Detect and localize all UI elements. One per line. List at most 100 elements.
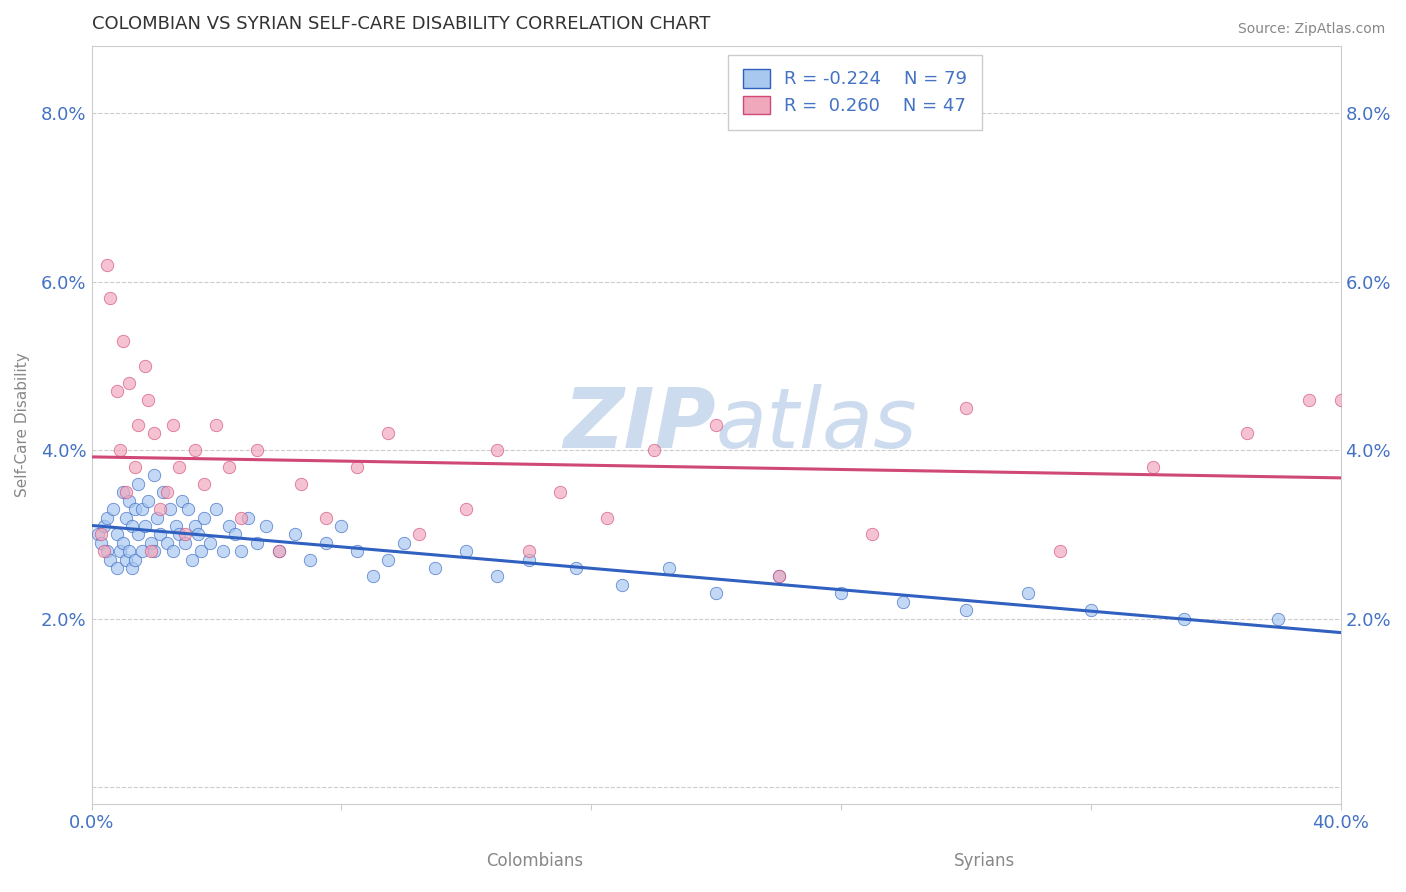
- Text: Source: ZipAtlas.com: Source: ZipAtlas.com: [1237, 22, 1385, 37]
- Point: [115, 552, 138, 566]
- Point: [1142, 459, 1164, 474]
- Point: [124, 552, 146, 566]
- Point: [124, 502, 146, 516]
- Point: [1080, 603, 1102, 617]
- Point: [108, 544, 131, 558]
- Point: [596, 510, 619, 524]
- Point: [768, 569, 790, 583]
- Point: [124, 459, 146, 474]
- Point: [93, 544, 115, 558]
- Point: [127, 476, 149, 491]
- Point: [704, 586, 727, 600]
- Point: [1329, 392, 1351, 407]
- Point: [167, 459, 190, 474]
- Point: [127, 417, 149, 432]
- Point: [183, 519, 205, 533]
- Point: [111, 334, 134, 348]
- Point: [704, 417, 727, 432]
- Point: [180, 552, 202, 566]
- Text: Colombians: Colombians: [485, 852, 583, 870]
- Point: [768, 569, 790, 583]
- Point: [121, 519, 143, 533]
- Point: [315, 510, 337, 524]
- Text: COLOMBIAN VS SYRIAN SELF-CARE DISABILITY CORRELATION CHART: COLOMBIAN VS SYRIAN SELF-CARE DISABILITY…: [91, 15, 710, 33]
- Point: [96, 544, 118, 558]
- Text: atlas: atlas: [716, 384, 918, 466]
- Point: [211, 544, 233, 558]
- Point: [224, 527, 246, 541]
- Point: [105, 527, 128, 541]
- Point: [830, 586, 852, 600]
- Point: [377, 552, 399, 566]
- Point: [103, 502, 125, 516]
- Point: [193, 510, 215, 524]
- Point: [517, 544, 540, 558]
- Point: [456, 544, 478, 558]
- Point: [246, 443, 269, 458]
- Point: [131, 502, 153, 516]
- Point: [111, 536, 134, 550]
- Point: [136, 493, 159, 508]
- Text: ZIP: ZIP: [564, 384, 716, 466]
- Text: Syrians: Syrians: [953, 852, 1015, 870]
- Point: [299, 552, 322, 566]
- Point: [283, 527, 305, 541]
- Point: [165, 519, 187, 533]
- Legend: R = -0.224    N = 79, R =  0.260    N = 47: R = -0.224 N = 79, R = 0.260 N = 47: [728, 54, 981, 129]
- Point: [172, 493, 194, 508]
- Point: [131, 544, 153, 558]
- Point: [177, 502, 200, 516]
- Y-axis label: Self-Care Disability: Self-Care Disability: [15, 352, 30, 497]
- Point: [346, 459, 368, 474]
- Point: [517, 552, 540, 566]
- Point: [143, 544, 166, 558]
- Point: [267, 544, 290, 558]
- Point: [118, 376, 141, 390]
- Point: [1017, 586, 1039, 600]
- Point: [162, 544, 184, 558]
- Point: [96, 510, 118, 524]
- Point: [408, 527, 430, 541]
- Point: [246, 536, 269, 550]
- Point: [423, 561, 446, 575]
- Point: [643, 443, 665, 458]
- Point: [658, 561, 681, 575]
- Point: [143, 426, 166, 441]
- Point: [1173, 612, 1195, 626]
- Point: [121, 561, 143, 575]
- Point: [377, 426, 399, 441]
- Point: [1049, 544, 1071, 558]
- Point: [187, 527, 209, 541]
- Point: [174, 527, 197, 541]
- Point: [136, 392, 159, 407]
- Point: [143, 468, 166, 483]
- Point: [236, 510, 259, 524]
- Point: [267, 544, 290, 558]
- Point: [96, 258, 118, 272]
- Point: [105, 561, 128, 575]
- Point: [290, 476, 312, 491]
- Point: [1298, 392, 1320, 407]
- Point: [256, 519, 278, 533]
- Point: [90, 536, 112, 550]
- Point: [93, 519, 115, 533]
- Point: [231, 544, 253, 558]
- Point: [392, 536, 415, 550]
- Point: [118, 544, 141, 558]
- Point: [205, 417, 228, 432]
- Point: [486, 443, 509, 458]
- Point: [162, 417, 184, 432]
- Point: [1267, 612, 1289, 626]
- Point: [90, 527, 112, 541]
- Point: [231, 510, 253, 524]
- Point: [564, 561, 586, 575]
- Point: [139, 544, 162, 558]
- Point: [218, 459, 240, 474]
- Point: [98, 552, 121, 566]
- Point: [200, 536, 222, 550]
- Point: [205, 502, 228, 516]
- Point: [139, 536, 162, 550]
- Point: [955, 603, 977, 617]
- Point: [346, 544, 368, 558]
- Point: [115, 510, 138, 524]
